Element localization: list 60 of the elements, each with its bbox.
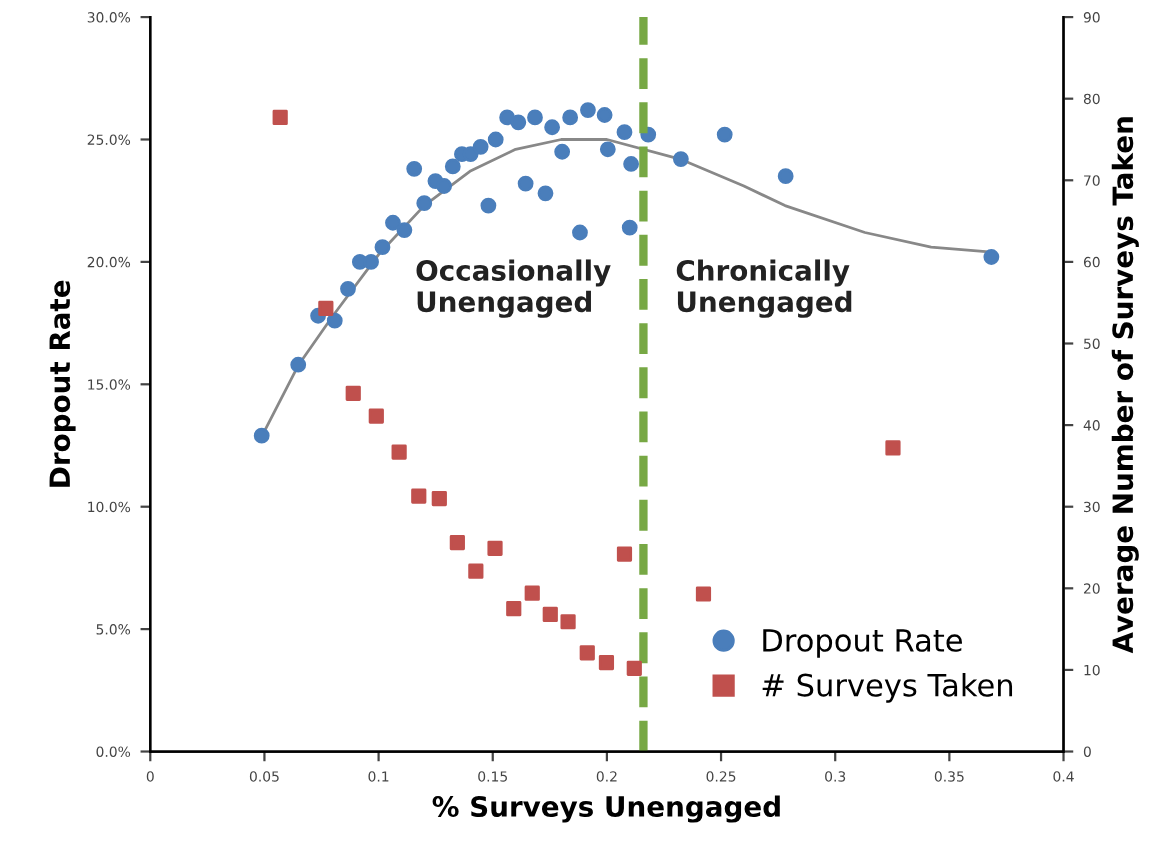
point — [416, 195, 433, 212]
point — [580, 102, 596, 119]
point — [436, 178, 453, 194]
point — [596, 107, 613, 123]
point — [572, 224, 588, 241]
point — [616, 546, 633, 562]
point — [472, 138, 489, 155]
point — [623, 156, 639, 172]
point — [695, 586, 712, 602]
point — [506, 601, 522, 617]
point — [444, 158, 461, 175]
point — [579, 645, 595, 661]
x-axis-title: % Surveys Unengaged — [432, 795, 780, 823]
annotation: Chronically Unengaged — [676, 259, 852, 318]
point — [524, 585, 540, 601]
point — [487, 131, 504, 148]
point — [716, 126, 733, 143]
point — [598, 654, 615, 671]
point — [544, 119, 561, 136]
point — [554, 143, 571, 160]
point — [374, 239, 391, 256]
y-axis-title: Dropout Rate — [49, 280, 76, 487]
point — [326, 312, 343, 329]
point — [368, 408, 384, 424]
point — [517, 175, 534, 192]
point — [468, 563, 484, 579]
point — [345, 385, 361, 401]
point — [510, 114, 527, 131]
y2-axis-title: Average Number of Surveys Taken — [1111, 117, 1139, 654]
point — [272, 109, 288, 126]
point — [777, 168, 794, 185]
point — [621, 219, 638, 236]
point — [616, 124, 633, 141]
point — [385, 214, 401, 231]
point — [480, 197, 497, 214]
legend-label: # Surveys Taken — [762, 673, 1013, 703]
point — [560, 614, 576, 630]
point — [411, 488, 427, 504]
point — [363, 253, 379, 270]
point — [885, 440, 901, 456]
point — [406, 160, 423, 177]
point — [599, 141, 616, 158]
point — [672, 151, 689, 167]
point — [340, 280, 356, 297]
point — [537, 185, 554, 202]
point — [396, 222, 413, 238]
point — [542, 606, 558, 623]
point — [290, 356, 307, 373]
annotation: Occasionally Unengaged — [416, 259, 611, 318]
point — [431, 490, 447, 507]
point — [391, 444, 407, 460]
point — [487, 540, 503, 556]
point — [527, 109, 543, 126]
point — [562, 109, 579, 126]
point — [626, 660, 642, 676]
point — [318, 300, 334, 317]
legend-label: Dropout Rate — [763, 629, 962, 658]
point — [253, 427, 270, 444]
point — [449, 535, 465, 551]
point — [983, 249, 1000, 265]
